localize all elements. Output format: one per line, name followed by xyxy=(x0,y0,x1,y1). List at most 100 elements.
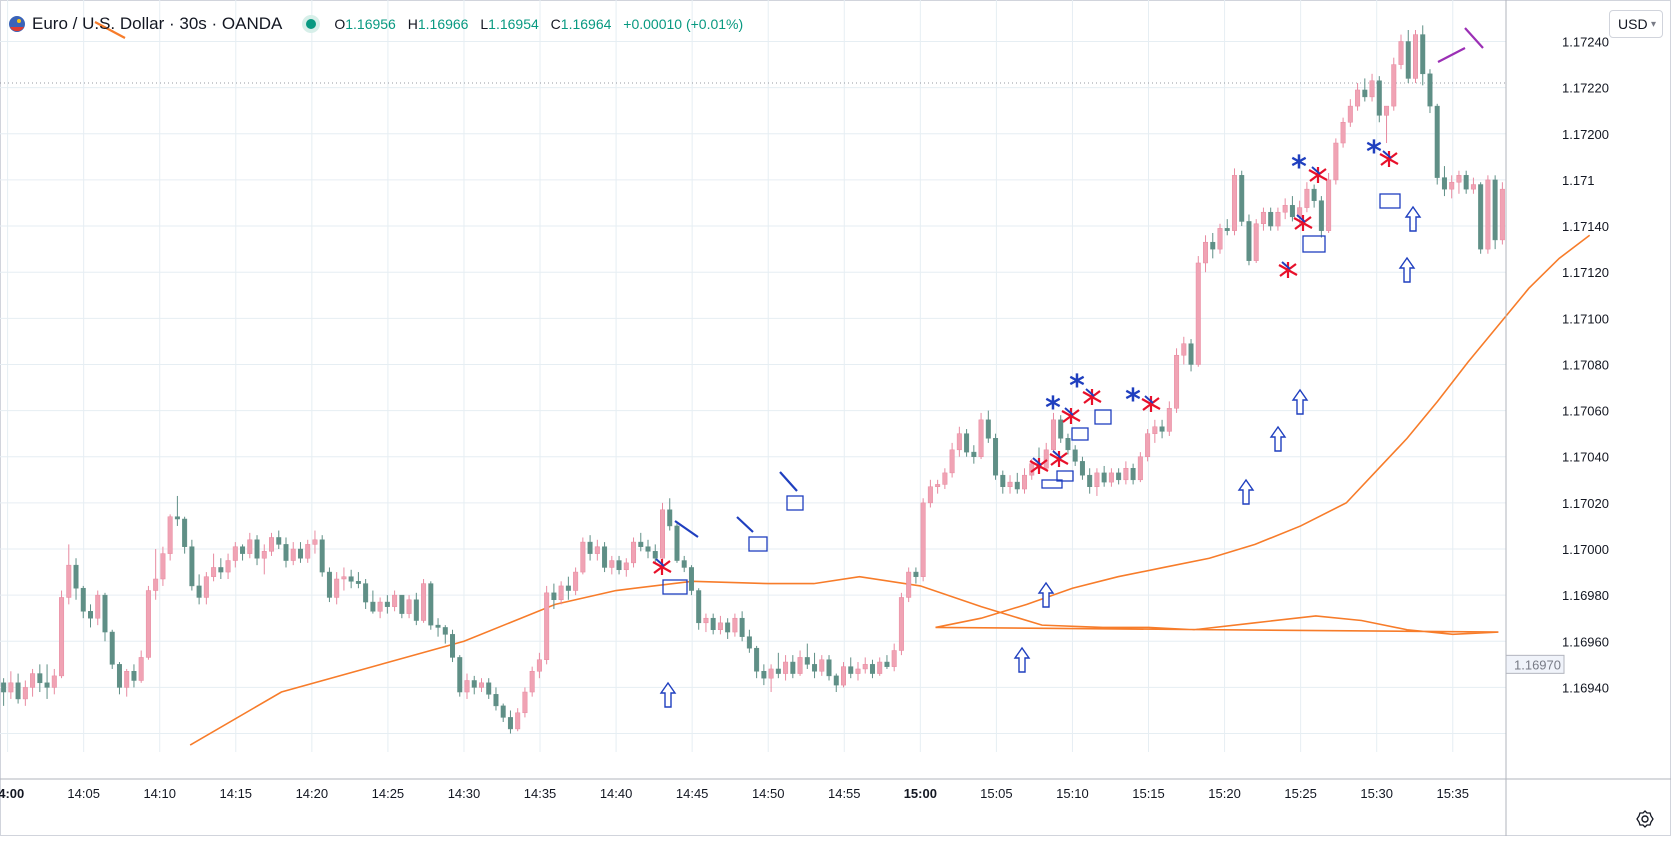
candle-body xyxy=(1101,472,1107,483)
candle-body xyxy=(717,622,723,630)
candle-body xyxy=(515,712,521,730)
y-tick-label: 1.17040 xyxy=(1562,450,1609,465)
candle-body xyxy=(942,472,948,485)
candle-body xyxy=(710,617,716,630)
candle-body xyxy=(37,673,43,684)
candle-body xyxy=(1304,188,1310,208)
candle-body xyxy=(88,611,93,619)
blue-tick-annotation xyxy=(1296,214,1306,223)
red-star-annotation xyxy=(1141,396,1161,412)
up-arrow-annotation xyxy=(1269,425,1287,452)
candle-body xyxy=(703,617,709,624)
candle-body xyxy=(927,486,933,504)
candle-body xyxy=(160,553,166,580)
currency-selector[interactable]: USD ▾ xyxy=(1609,10,1663,38)
box-annotation xyxy=(1071,427,1089,441)
candle-body xyxy=(297,548,303,559)
candle-body xyxy=(536,659,542,672)
x-tick-label: 14:45 xyxy=(676,786,709,801)
x-tick-label: 15:00 xyxy=(904,786,937,801)
candle-body xyxy=(225,560,231,573)
candle-body xyxy=(631,541,637,564)
candle-body xyxy=(558,585,564,601)
candle-body xyxy=(1065,438,1071,451)
candle-body xyxy=(261,551,267,559)
blue-tick-annotation xyxy=(1281,261,1291,270)
chevron-down-icon: ▾ xyxy=(1650,18,1656,30)
y-tick-label: 1.16960 xyxy=(1562,634,1609,649)
candle-body xyxy=(1449,181,1455,190)
x-tick-label: 14:15 xyxy=(220,786,253,801)
candle-body xyxy=(848,666,854,674)
candle-body xyxy=(457,657,463,693)
box-annotation xyxy=(1056,470,1074,482)
box-annotation xyxy=(748,536,768,552)
candle-body xyxy=(739,617,745,637)
candle-body xyxy=(1268,211,1274,227)
x-tick-label: 14:30 xyxy=(448,786,481,801)
candle-body xyxy=(507,717,513,730)
candle-body xyxy=(790,661,796,674)
y-tick-label: 1.171 xyxy=(1562,173,1595,188)
candle-body xyxy=(421,583,427,621)
moving-average-line xyxy=(189,234,1591,746)
candle-body xyxy=(1326,179,1332,231)
candle-body xyxy=(1246,221,1252,261)
candle-body xyxy=(1275,211,1281,227)
candle-body xyxy=(167,516,173,554)
candle-body xyxy=(211,567,217,577)
candle-body xyxy=(725,622,731,633)
candle-body xyxy=(1405,41,1411,79)
candle-body xyxy=(681,560,687,568)
candle-body xyxy=(768,668,774,679)
change-value: +0.00010 (+0.01%) xyxy=(623,16,744,32)
up-arrow-annotation xyxy=(1037,581,1055,608)
asterisk-annotation: * xyxy=(1291,150,1307,185)
ohlc-values: O1.16956 H1.16966 L1.16954 C1.16964 +0.0… xyxy=(334,16,744,32)
up-arrow-annotation xyxy=(1237,478,1255,505)
up-arrow-annotation xyxy=(1013,646,1031,673)
candle-body xyxy=(1478,184,1484,250)
last-price-label: 1.16970 xyxy=(1514,657,1561,672)
candle-body xyxy=(1456,175,1462,183)
candle-body xyxy=(935,484,941,487)
candle-body xyxy=(1391,64,1397,107)
candle-body xyxy=(377,601,383,612)
candle-body xyxy=(1188,343,1194,365)
symbol-title[interactable]: Euro / U.S. Dollar · 30s · OANDA xyxy=(32,14,283,33)
candle-body xyxy=(652,551,658,559)
candle-body xyxy=(573,571,579,591)
candle-body xyxy=(1166,408,1172,432)
candle-body xyxy=(1369,80,1375,98)
red-star-annotation xyxy=(1293,215,1313,231)
candle-body xyxy=(73,564,79,589)
candle-body xyxy=(1123,468,1129,481)
candle-body xyxy=(1311,188,1317,201)
asterisk-annotation: * xyxy=(1045,391,1061,426)
candle-body xyxy=(355,581,361,584)
candle-body xyxy=(22,687,28,700)
candle-body xyxy=(218,567,224,573)
x-tick-label: 14:25 xyxy=(372,786,405,801)
candle-body xyxy=(138,657,144,681)
candle-body xyxy=(66,564,72,598)
candle-body xyxy=(450,634,456,658)
blue-tick-annotation xyxy=(1144,395,1154,404)
candle-body xyxy=(833,675,839,686)
market-status-dot xyxy=(306,19,317,29)
candle-body xyxy=(1463,175,1469,190)
candle-body xyxy=(174,516,180,520)
candle-body xyxy=(1007,481,1013,487)
settings-gear-icon[interactable] xyxy=(1634,808,1656,830)
candle-body xyxy=(399,594,405,614)
candle-body xyxy=(1376,80,1382,116)
candle-body xyxy=(783,661,789,674)
candle-body xyxy=(384,601,390,607)
up-arrow-annotation xyxy=(1398,256,1416,283)
candle-body xyxy=(696,590,702,624)
candle-body xyxy=(1289,205,1295,218)
x-tick-label: 14:35 xyxy=(524,786,557,801)
candle-body xyxy=(290,548,296,561)
